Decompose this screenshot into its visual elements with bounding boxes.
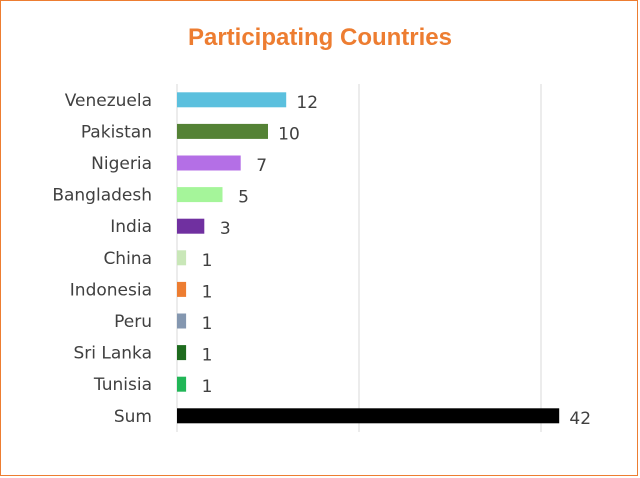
chart-title: Participating Countries xyxy=(187,24,453,51)
bar xyxy=(177,250,187,266)
category-label: Tunisia xyxy=(93,375,152,395)
data-label: 7 xyxy=(256,156,267,176)
data-label: 5 xyxy=(238,188,249,208)
category-label: Bangladesh xyxy=(52,186,152,206)
category-label: Venezuela xyxy=(65,91,152,111)
category-label: Peru xyxy=(114,312,152,332)
data-label: 1 xyxy=(202,377,213,397)
category-label: India xyxy=(110,217,152,237)
bar xyxy=(177,313,187,329)
data-label: 1 xyxy=(202,314,213,334)
data-label: 1 xyxy=(202,346,213,366)
bar xyxy=(177,155,241,171)
bar xyxy=(177,408,560,424)
bar xyxy=(177,123,268,139)
data-label: 1 xyxy=(202,282,213,302)
category-label: Indonesia xyxy=(70,280,152,300)
bar xyxy=(177,281,187,297)
category-label: Nigeria xyxy=(91,154,152,174)
bar xyxy=(177,187,223,203)
category-label: China xyxy=(103,249,152,269)
category-label: Sri Lanka xyxy=(73,344,152,364)
data-label: 42 xyxy=(569,409,591,429)
bar xyxy=(177,92,287,108)
bar xyxy=(177,345,187,361)
category-label: Pakistan xyxy=(81,122,152,142)
bar xyxy=(177,376,187,392)
bar xyxy=(177,218,205,234)
data-label: 1 xyxy=(202,251,213,271)
category-label: Sum xyxy=(114,407,152,427)
data-label: 3 xyxy=(220,219,231,239)
data-label: 12 xyxy=(296,93,318,113)
data-label: 10 xyxy=(278,124,300,144)
